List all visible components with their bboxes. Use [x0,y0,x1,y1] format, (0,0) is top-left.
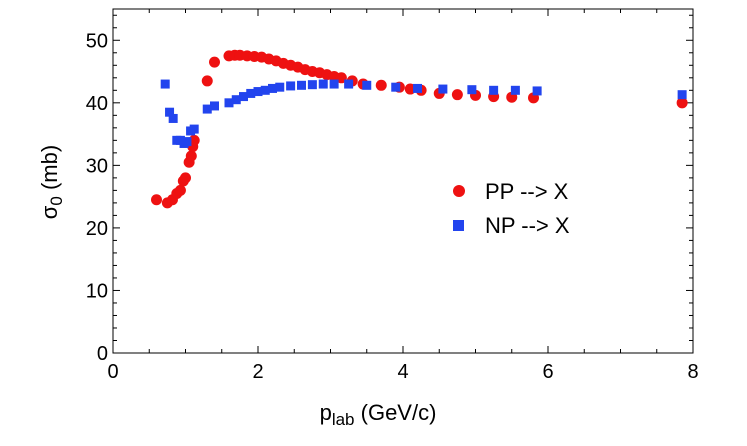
legend-pp-marker [453,185,465,197]
np-point [489,85,499,95]
np-point [182,137,192,147]
np-point [253,87,263,97]
np-point [344,79,354,89]
np-point [275,82,285,92]
y-axis-title: σ0 (mb) [37,145,66,219]
x-tick-label: 2 [252,361,263,383]
np-point [329,79,339,89]
np-point [677,90,687,100]
y-axis-title-main: σ [37,205,62,219]
points-layer [151,49,688,209]
np-point [532,86,542,96]
ticklabels-layer: 0 2 4 6 8 0 10 20 30 40 50 [86,30,699,383]
np-point [391,82,401,92]
np-point [438,84,448,94]
np-point [189,124,199,134]
np-point [224,98,234,108]
np-point [202,104,212,114]
np-point [160,79,170,89]
np-point [318,79,328,89]
np-point [210,101,219,111]
y-axis-title-sub: 0 [47,196,66,205]
x-tick-label: 8 [687,361,698,383]
np-point [246,88,256,98]
x-axis-title-main: p [320,400,332,425]
np-point [362,80,372,90]
y-tick-label: 30 [86,155,108,177]
pp-point [375,79,387,91]
np-point [307,80,317,90]
y-tick-label: 50 [86,30,108,52]
plot-frame [112,8,694,354]
legend-np-marker [453,220,464,231]
pp-point [676,97,688,109]
np-point [413,83,422,93]
np-point [467,85,477,95]
y-tick-label: 0 [97,343,108,365]
x-axis-title: plab (GeV/c) [320,400,437,429]
x-tick-label: 4 [397,361,408,383]
x-axis-title-sub: lab [332,410,355,429]
np-point [510,85,520,95]
pp-point [451,89,463,101]
legend: PP --> X NP --> X [453,179,570,238]
x-axis-title-rest: (GeV/c) [355,400,437,425]
pp-point [201,75,213,87]
np-point [260,85,270,95]
pp-point [174,184,186,196]
np-point [268,83,277,93]
legend-np-label: NP --> X [485,213,570,238]
np-point [297,80,306,90]
pp-point [151,194,162,206]
y-axis-title-rest: (mb) [37,145,62,196]
x-tick-label: 0 [107,361,118,383]
np-point [165,107,175,117]
pp-point [180,172,191,184]
np-point [239,92,248,102]
pp-point [209,56,220,68]
x-tick-label: 6 [542,361,553,383]
pp-point [185,150,197,162]
y-tick-label: 20 [86,218,108,240]
np-point [286,81,296,91]
y-tick-label: 10 [86,280,108,302]
np-point [231,95,241,105]
legend-pp-label: PP --> X [485,179,569,204]
y-tick-label: 40 [86,93,108,115]
np-point [168,113,178,123]
